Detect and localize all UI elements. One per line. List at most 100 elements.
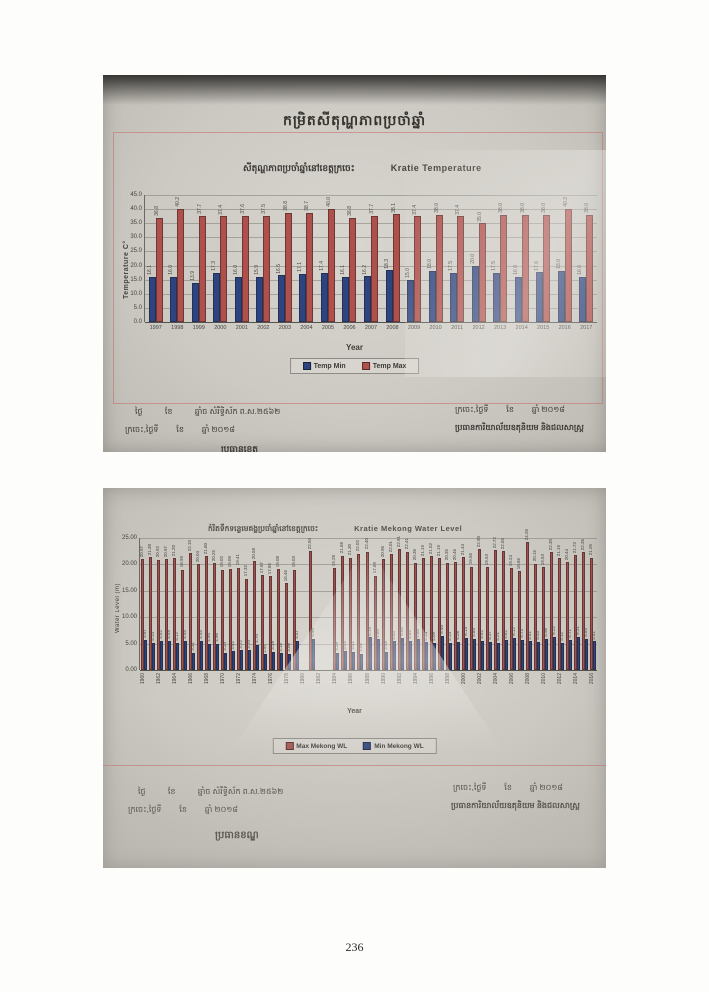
bar-value-label: 5.84 [470, 628, 476, 638]
y-axis-line [144, 195, 145, 322]
y-tick-label: 5.0 [133, 304, 142, 311]
bar-value-label: 21.44 [459, 543, 465, 555]
bar-value-label: 16.1 [340, 264, 347, 275]
x-tick-label: 2011 [451, 325, 463, 331]
temp-max-bar [349, 218, 357, 322]
bar-value-label: 38.1 [390, 202, 397, 213]
min-mekong-wl-bar [528, 641, 532, 670]
min-mekong-wl-bar [160, 640, 164, 670]
max-mekong-wl-bar [381, 559, 385, 670]
min-mekong-wl-bar [264, 654, 268, 670]
bar-value-label: 38.7 [304, 201, 311, 211]
max-mekong-wl-bar [405, 551, 409, 670]
bar-value-label: 3.06 [286, 643, 292, 652]
x-tick-label: 1970 [220, 673, 227, 685]
min-mekong-wl-bar [592, 641, 596, 670]
x-tick-label: 1964 [172, 673, 179, 685]
x-axis-line [140, 670, 597, 671]
max-mekong-wl-bar [421, 558, 425, 670]
temp-max-bar [500, 214, 508, 322]
max-mekong-wl-bar [221, 569, 225, 670]
bar-value-label: 15.0 [405, 267, 412, 278]
y-tick-label: 15.00 [121, 587, 137, 594]
bar-value-label: 5.80 [414, 628, 420, 638]
bar-value-label: 5.52 [406, 630, 412, 639]
max-mekong-wl-bar [149, 557, 153, 670]
bar-value-label: 17.3 [211, 261, 218, 272]
bar-value-label: 20.97 [139, 546, 144, 558]
gridline [140, 617, 597, 619]
x-tick-label: 2012 [556, 673, 563, 685]
bar-value-label: 19.28 [331, 554, 337, 567]
bar-value-label: 3.16 [278, 642, 284, 652]
y-tick-label: 10.0 [130, 290, 142, 297]
y-tick-label: 5.00 [125, 640, 137, 647]
max-mekong-wl-bar [333, 568, 337, 670]
x-tick-label: 2016 [558, 325, 571, 331]
temp-min-bar [256, 277, 264, 322]
bar-value-label: 17.4 [318, 261, 325, 271]
x-tick-label: 1988 [364, 673, 371, 685]
bar-value-label: 5.09 [430, 632, 436, 642]
chart1-x-axis-label: Year [346, 343, 363, 352]
min-mekong-wl-bar [504, 640, 508, 670]
min-mekong-wl-bar [168, 641, 172, 670]
max-mekong-wl-bar [589, 557, 593, 670]
bar-value-label: 38.0 [541, 203, 548, 213]
bar-value-label: 17.85 [267, 562, 273, 574]
water-level-bar-chart: 25.00 20.00 15.00 10.00 5.00 0.00 20.97 21.38 20… [122, 529, 597, 684]
temp-min-bar [234, 276, 242, 322]
max-mekong-wl-bar [493, 550, 497, 670]
bar-value-label: 19.02 [219, 556, 225, 568]
max-mekong-wl-bar [197, 564, 201, 670]
legend-entry-min-mekong-wl: Min Mekong WL [363, 742, 424, 750]
x-tick-label: 1968 [204, 673, 211, 685]
bar-value-label: 37.4 [412, 204, 419, 215]
bar-value-label: 6.40 [438, 625, 444, 635]
min-mekong-wl-bar [576, 636, 580, 670]
bar-value-label: 20.0 [469, 253, 476, 264]
y-tick-label: 45.0 [130, 192, 142, 198]
photo1-main-title: កម្រិតសីតុណ្ហភាពប្រចាំឆ្នាំ [282, 112, 427, 128]
bar-value-label: 5.33 [534, 631, 540, 640]
photo2-footer-left-line1: ថ្ងៃ ខែ ឆ្នាំច សំរឹទ្ធិស័ក ព.ស.២៥៦២ [138, 787, 284, 796]
bar-value-label: 3.31 [190, 641, 196, 651]
gridline [145, 209, 597, 211]
bar-value-label: 3.72 [238, 639, 244, 649]
bar-value-label: 5.47 [294, 630, 300, 640]
min-mekong-wl-bar [392, 641, 396, 670]
temp-max-bar [371, 215, 378, 322]
bar-value-label: 5.52 [158, 630, 164, 639]
bar-value-label: 36.8 [153, 206, 160, 217]
x-tick-label: 1998 [171, 325, 184, 331]
legend-swatch [285, 742, 294, 750]
max-mekong-wl-bar [525, 541, 529, 670]
temp-min-bar [277, 275, 285, 322]
chart2-subtitle-row: កំរិតទឹកទន្លេមេគង្គប្រចាំឆ្នាំនៅខេត្តក្រ… [208, 524, 462, 535]
bar-value-label: 21.60 [203, 542, 209, 554]
legend-swatch [363, 742, 372, 750]
x-tick-label: 2006 [508, 673, 515, 685]
x-tick-label: 1966 [188, 673, 195, 685]
bar-value-label: 5.41 [526, 630, 532, 640]
min-mekong-wl-bar [208, 643, 212, 670]
min-mekong-wl-bar [544, 638, 548, 670]
bar-value-label: 5.96 [542, 627, 548, 637]
min-mekong-wl-bar [488, 641, 492, 670]
max-mekong-wl-bar [557, 558, 561, 670]
chart1-legend: Temp Min Temp Max [289, 358, 420, 374]
max-mekong-wl-bar [429, 556, 433, 670]
x-tick-label: 1998 [444, 673, 451, 685]
temp-min-bar [471, 265, 479, 322]
photo1-footer-left-line2: ក្រចេះ,ថ្ងៃទី ខែ ឆ្នាំ ២០១៨ [125, 425, 235, 434]
temp-max-bar [241, 215, 249, 322]
bar-value-label: 15.9 [254, 265, 261, 276]
min-mekong-wl-bar [408, 640, 412, 670]
min-mekong-wl-bar [512, 637, 516, 670]
max-mekong-wl-bar [581, 551, 585, 670]
temp-max-bar [327, 209, 335, 322]
max-mekong-wl-bar [365, 551, 369, 670]
max-mekong-wl-bar [477, 549, 481, 670]
max-mekong-wl-bar [309, 551, 313, 670]
temp-min-bar [299, 273, 307, 322]
